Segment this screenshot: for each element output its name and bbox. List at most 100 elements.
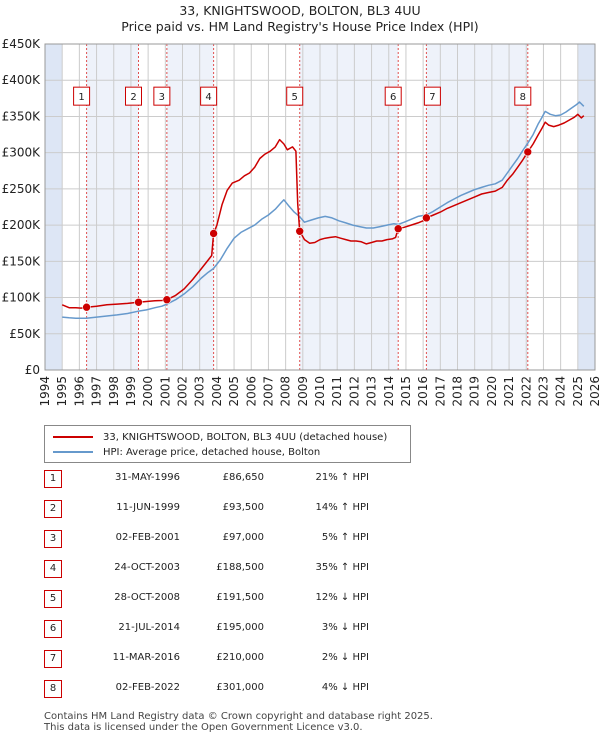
- y-tick-label: £200K: [2, 218, 42, 232]
- sale-price: £191,500: [216, 592, 264, 603]
- sale-price: £93,500: [222, 502, 264, 513]
- sale-date: 02-FEB-2001: [115, 532, 180, 543]
- x-tick-label: 2007: [261, 376, 275, 407]
- sale-date: 11-JUN-1999: [116, 502, 180, 513]
- x-tick-label: 2003: [193, 376, 207, 407]
- x-tick-label: 2015: [399, 376, 413, 407]
- x-tick-label: 2019: [468, 376, 482, 407]
- chart-subtitle: Price paid vs. HM Land Registry's House …: [121, 19, 479, 34]
- sale-box-label-5: 5: [292, 92, 298, 103]
- x-tick-label: 2009: [296, 376, 310, 407]
- sale-hpi: 21% ↑ HPI: [315, 472, 369, 483]
- sale-price: £86,650: [222, 472, 264, 483]
- price-chart: 1 2 3 4 5 6 7 8 £0 £50K £100K £150K £200K £250K £300K…: [2, 37, 600, 407]
- x-tick-label: 2006: [244, 376, 258, 407]
- sale-box-6: [384, 86, 402, 106]
- sale-price: £195,000: [216, 622, 264, 633]
- sale-row-8: 8 02-FEB-2022 £301,000 4% ↓ HPI: [44, 680, 384, 700]
- sale-date: 31-MAY-1996: [114, 472, 180, 483]
- sale-hpi: 5% ↑ HPI: [321, 532, 369, 543]
- sale-row-4: 4 24-OCT-2003 £188,500 35% ↑ HPI: [44, 560, 384, 580]
- legend-swatch-hpi: [53, 451, 93, 453]
- sale-box-label-3: 3: [159, 92, 165, 103]
- chart-title: 33, KNIGHTSWOOD, BOLTON, BL3 4UU: [179, 3, 421, 18]
- sale-row-7: 7 11-MAR-2016 £210,000 2% ↓ HPI: [44, 650, 384, 670]
- chart-title-block: 33, KNIGHTSWOOD, BOLTON, BL3 4UU Price p…: [0, 3, 600, 35]
- x-axis-ticks: 1994 1995 1996 1997 1998 1999 2000 2001 2002 2003…: [38, 376, 600, 407]
- y-tick-label: £350K: [2, 109, 42, 123]
- sale-box-8: [514, 86, 532, 106]
- sale-box-5: [286, 86, 304, 106]
- y-tick-label: £450K: [2, 37, 42, 51]
- shaded-period-1: [45, 44, 63, 370]
- ownership-band-4: [426, 44, 528, 370]
- x-tick-label: 2017: [433, 376, 447, 407]
- legend: 33, KNIGHTSWOOD, BOLTON, BL3 4UU (detach…: [44, 425, 411, 463]
- sale-date: 24-OCT-2003: [114, 562, 180, 573]
- x-tick-label: 2008: [279, 376, 293, 407]
- y-tick-label: £300K: [2, 146, 42, 160]
- x-tick-label: 2010: [313, 376, 327, 407]
- footer-licence: This data is licensed under the Open Gov…: [44, 722, 363, 733]
- sale-number: 3: [44, 530, 62, 548]
- sale-number: 6: [44, 620, 62, 638]
- x-tick-label: 2021: [502, 376, 516, 407]
- sale-row-5: 5 28-OCT-2008 £191,500 12% ↓ HPI: [44, 590, 384, 610]
- x-tick-label: 2025: [571, 376, 585, 407]
- sale-point-7: [422, 213, 431, 223]
- x-tick-label: 2013: [365, 376, 379, 407]
- legend-label-property: 33, KNIGHTSWOOD, BOLTON, BL3 4UU (detach…: [103, 431, 388, 443]
- sale-number: 4: [44, 560, 62, 578]
- plot-frame: [44, 43, 596, 371]
- x-tick-label: 2000: [141, 376, 155, 407]
- sale-row-3: 3 02-FEB-2001 £97,000 5% ↑ HPI: [44, 530, 384, 550]
- x-tick-label: 2011: [330, 376, 344, 407]
- sale-number: 2: [44, 500, 62, 518]
- sale-box-7: [423, 86, 441, 106]
- legend-item-hpi: HPI: Average price, detached house, Bolt…: [53, 444, 320, 460]
- sale-date: 11-MAR-2016: [112, 652, 180, 663]
- x-tick-label: 2012: [347, 376, 361, 407]
- sale-hpi: 35% ↑ HPI: [315, 562, 369, 573]
- x-tick-label: 2023: [536, 376, 550, 407]
- sale-box-label-2: 2: [130, 92, 136, 103]
- sale-row-2: 2 11-JUN-1999 £93,500 14% ↑ HPI: [44, 500, 384, 520]
- sale-box-label-7: 7: [429, 92, 435, 103]
- sale-price: £210,000: [216, 652, 264, 663]
- x-tick-label: 2001: [158, 376, 172, 407]
- sale-markers: [82, 147, 533, 312]
- y-tick-label: £0: [25, 363, 40, 377]
- x-tick-label: 1997: [90, 376, 104, 407]
- sale-box-label-6: 6: [390, 92, 396, 103]
- sale-box-3: [153, 86, 171, 106]
- series-line-property: [61, 113, 585, 309]
- sale-row-1: 1 31-MAY-1996 £86,650 21% ↑ HPI: [44, 470, 384, 490]
- x-tick-label: 2016: [416, 376, 430, 407]
- ownership-band-3: [299, 44, 399, 370]
- x-tick-label: 2004: [210, 376, 224, 407]
- sale-box-label-4: 4: [205, 92, 211, 103]
- y-axis-ticks: £0 £50K £100K £150K £200K £250K £300K £350K £400…: [2, 37, 42, 377]
- sale-date: 21-JUL-2014: [118, 622, 180, 633]
- sale-number: 5: [44, 590, 62, 608]
- y-tick-label: £400K: [2, 73, 42, 87]
- sale-point-6: [393, 224, 403, 234]
- sale-point-3: [162, 295, 172, 305]
- sale-point-4: [209, 229, 218, 238]
- footer-copyright: Contains HM Land Registry data © Crown c…: [44, 711, 433, 722]
- sale-box-label-8: 8: [520, 92, 526, 103]
- x-tick-label: 2005: [227, 376, 241, 407]
- y-tick-label: £50K: [9, 327, 41, 341]
- legend-label-hpi: HPI: Average price, detached house, Bolt…: [103, 446, 321, 458]
- x-tick-label: 1995: [55, 376, 69, 407]
- legend-item-property: 33, KNIGHTSWOOD, BOLTON, BL3 4UU (detach…: [53, 429, 387, 445]
- sale-hpi: 4% ↓ HPI: [321, 682, 369, 693]
- x-tick-label: 2026: [588, 376, 600, 407]
- shaded-period-2: [577, 44, 595, 370]
- x-tick-label: 1998: [107, 376, 121, 407]
- footer: Contains HM Land Registry data © Crown c…: [44, 711, 433, 733]
- sale-row-6: 6 21-JUL-2014 £195,000 3% ↓ HPI: [44, 620, 384, 640]
- x-tick-label: 2002: [176, 376, 190, 407]
- legend-swatch-property: [53, 436, 93, 438]
- sale-number: 1: [44, 470, 62, 488]
